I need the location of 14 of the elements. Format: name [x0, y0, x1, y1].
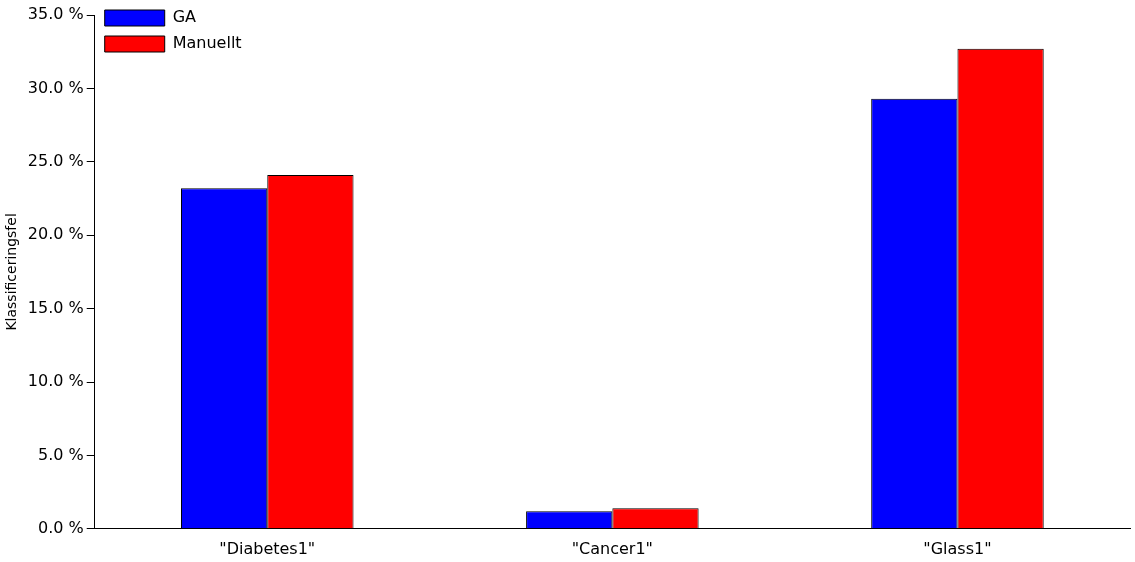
x-tick-label: "Glass1": [923, 538, 992, 558]
x-tick-label: "Cancer1": [571, 538, 653, 558]
legend-label: Manuellt: [172, 33, 242, 53]
y-tick-label: 0.0 %: [37, 517, 84, 537]
y-tick-label: 10.0 %: [27, 371, 84, 391]
y-axis-title: Klassificeringsfel: [3, 213, 20, 331]
legend-label: GA: [172, 7, 197, 27]
y-tick-label: 25.0 %: [27, 150, 84, 170]
y-tick-label: 15.0 %: [27, 297, 84, 317]
y-tick-label: 35.0 %: [27, 4, 84, 24]
y-tick-label: 30.0 %: [27, 77, 84, 97]
y-tick-label: 5.0 %: [37, 444, 84, 464]
x-tick-label: "Diabetes1": [219, 538, 316, 558]
y-tick-label: 20.0 %: [27, 224, 84, 244]
